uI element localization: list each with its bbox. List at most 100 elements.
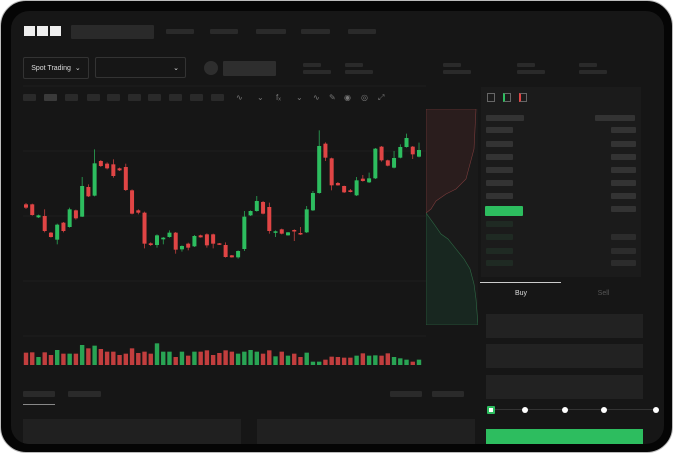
volume-bar	[416, 359, 422, 365]
candle-up	[179, 246, 184, 250]
volume-bar	[92, 345, 97, 365]
volume-bar	[142, 351, 147, 365]
slider-step[interactable]	[653, 407, 659, 413]
stat-label	[443, 63, 461, 67]
indicator-icon[interactable]: ∿	[236, 93, 243, 102]
book-bids-icon[interactable]	[503, 93, 511, 102]
volume-bar	[136, 353, 141, 365]
indicator-settings-icon[interactable]: fₓ	[276, 93, 281, 102]
book-both-icon[interactable]	[487, 93, 495, 102]
candle-up	[236, 251, 241, 258]
volume-bar	[173, 357, 178, 365]
search-bar[interactable]	[71, 25, 154, 39]
volume-bar	[360, 353, 366, 365]
volume-bar	[30, 352, 35, 365]
candle-down	[329, 158, 334, 186]
volume-bar	[86, 348, 91, 365]
filter-control[interactable]	[432, 391, 464, 397]
stat-value	[303, 70, 331, 74]
settings-icon[interactable]: ◎	[361, 93, 368, 102]
line-tool-icon[interactable]: ∿	[313, 93, 320, 102]
timeframe-button[interactable]	[211, 94, 224, 101]
camera-icon[interactable]: ◉	[344, 93, 351, 102]
candle-down	[30, 204, 35, 215]
candle-up	[286, 232, 290, 236]
volume-bar	[254, 351, 260, 365]
slider-step[interactable]	[522, 407, 528, 413]
slider-step[interactable]	[601, 407, 607, 413]
candle-down	[292, 230, 297, 232]
nav-item[interactable]	[301, 29, 330, 34]
volume-bar	[273, 356, 278, 365]
stat-value	[443, 70, 471, 74]
candle-up	[254, 201, 259, 211]
timeframe-button[interactable]	[44, 94, 57, 101]
candle-down	[136, 210, 141, 213]
volume-bar	[385, 353, 391, 365]
timeframe-button[interactable]	[148, 94, 161, 101]
stat-label	[345, 63, 363, 67]
candle-up	[404, 138, 409, 147]
leverage-slider-track[interactable]	[491, 409, 656, 410]
candle-up	[67, 209, 72, 227]
timeframe-button[interactable]	[107, 94, 120, 101]
dropdown-icon[interactable]: ⌄	[296, 93, 303, 102]
total-input[interactable]	[486, 375, 643, 399]
volume-bar	[67, 353, 72, 365]
timeframe-button[interactable]	[65, 94, 78, 101]
slider-step[interactable]	[562, 407, 568, 413]
timeframe-button[interactable]	[23, 94, 36, 101]
candlestick-chart[interactable]	[11, 11, 481, 381]
volume-bar	[98, 349, 104, 365]
pair-dropdown[interactable]: ⌄	[95, 57, 186, 78]
volume-bar	[36, 357, 41, 365]
active-tab-underline	[23, 404, 55, 405]
candle-down	[217, 243, 222, 245]
chart-type-icon[interactable]: ⌄	[257, 93, 264, 102]
book-asks-icon[interactable]	[519, 93, 527, 102]
candle-down	[204, 234, 209, 246]
candle-up	[161, 237, 166, 240]
bid-price	[486, 248, 513, 254]
tab-order-history[interactable]	[68, 391, 101, 397]
volume-bar	[42, 352, 47, 365]
volume-bar	[229, 351, 235, 365]
slider-handle[interactable]	[487, 406, 495, 414]
candle-up	[392, 158, 397, 168]
stat-label	[517, 63, 535, 67]
ask-size	[611, 141, 636, 147]
tab-sell[interactable]: Sell	[597, 290, 610, 297]
draw-tool-icon[interactable]: ✎	[329, 93, 336, 102]
buy-button[interactable]	[486, 429, 643, 444]
depth-bids	[426, 212, 478, 325]
candle-down	[148, 243, 153, 245]
volume-bar	[379, 355, 384, 365]
timeframe-button[interactable]	[128, 94, 141, 101]
bid-size	[611, 248, 636, 254]
market-type-dropdown[interactable]: Spot Trading ⌄	[23, 57, 89, 79]
volume-bar	[341, 357, 347, 365]
nav-item[interactable]	[256, 29, 286, 34]
tab-buy[interactable]: Buy	[514, 290, 528, 297]
candle-down	[410, 146, 415, 155]
filter-control[interactable]	[390, 391, 422, 397]
fullscreen-icon[interactable]: ⤢	[378, 93, 385, 102]
timeframe-button[interactable]	[169, 94, 182, 101]
tab-open-orders[interactable]	[23, 391, 55, 397]
volume-bar	[123, 353, 129, 365]
timeframe-button[interactable]	[87, 94, 100, 101]
ask-price	[486, 167, 513, 173]
coin-icon	[204, 61, 218, 75]
ask-size	[611, 154, 636, 160]
chevron-down-icon: ⌄	[173, 64, 179, 72]
bid-price	[486, 260, 513, 266]
price-input[interactable]	[486, 314, 643, 338]
volume-bar	[373, 355, 378, 365]
amount-input[interactable]	[486, 344, 643, 368]
timeframe-button[interactable]	[190, 94, 203, 101]
chevron-down-icon: ⌄	[74, 65, 81, 72]
volume-bar	[185, 355, 191, 365]
nav-item[interactable]	[166, 29, 194, 34]
nav-item[interactable]	[348, 29, 376, 34]
nav-item[interactable]	[210, 29, 238, 34]
